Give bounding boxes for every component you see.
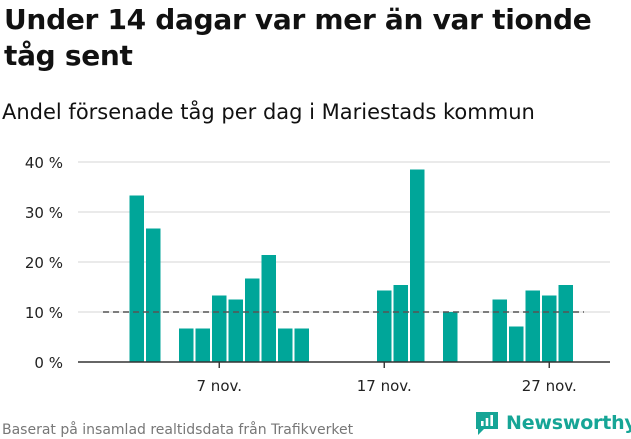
x-tick-label: 27 nov. bbox=[522, 377, 577, 395]
x-tick-label: 17 nov. bbox=[357, 377, 412, 395]
newsworthy-logo-icon bbox=[476, 412, 498, 435]
bar bbox=[558, 285, 573, 362]
y-tick-label: 10 % bbox=[25, 304, 63, 322]
brand-logo[interactable]: Newsworthy bbox=[474, 409, 631, 437]
bar bbox=[146, 228, 161, 362]
y-tick-label: 40 % bbox=[25, 154, 63, 172]
chart-subtitle: Andel försenade tåg per dag i Mariestads… bbox=[2, 100, 535, 124]
bars bbox=[129, 169, 573, 362]
brand-name: Newsworthy bbox=[506, 412, 631, 434]
bar bbox=[179, 328, 194, 362]
bar bbox=[443, 312, 458, 362]
bar bbox=[294, 328, 309, 362]
bar bbox=[509, 326, 524, 362]
x-tick-label: 7 nov. bbox=[197, 377, 242, 395]
y-tick-label: 0 % bbox=[34, 354, 63, 372]
bar bbox=[492, 299, 507, 362]
bar-chart: 0 % 10 % 20 % 30 % 40 % 7 nov. 17 nov. 27 nov. bbox=[25, 154, 610, 395]
bar bbox=[261, 255, 276, 362]
bar bbox=[393, 285, 408, 362]
bar bbox=[278, 328, 293, 362]
y-tick-label: 30 % bbox=[25, 204, 63, 222]
bar bbox=[129, 195, 144, 362]
bar bbox=[195, 328, 210, 362]
bar bbox=[410, 169, 425, 362]
y-axis-labels: 0 % 10 % 20 % 30 % 40 % bbox=[25, 154, 63, 372]
x-axis: 7 nov. 17 nov. 27 nov. bbox=[78, 361, 610, 395]
bar bbox=[212, 295, 227, 362]
bar bbox=[525, 290, 540, 362]
y-tick-label: 20 % bbox=[25, 254, 63, 272]
bar bbox=[542, 295, 557, 362]
bar bbox=[228, 299, 243, 362]
bar bbox=[245, 278, 260, 362]
source-note: Baserat på insamlad realtidsdata från Tr… bbox=[2, 422, 354, 438]
chart-title: Under 14 dagar var mer än var tionde tåg… bbox=[4, 3, 592, 72]
bar bbox=[377, 290, 392, 362]
